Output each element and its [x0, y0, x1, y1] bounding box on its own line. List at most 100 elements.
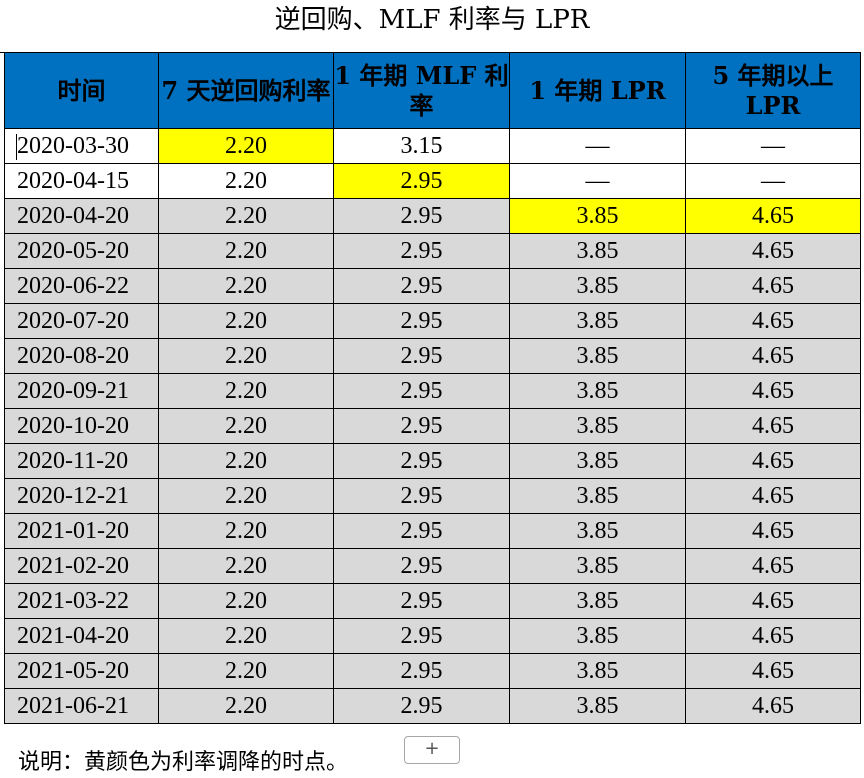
cell-date[interactable]: 2021-04-20: [4, 618, 159, 654]
cell-date[interactable]: 2020-07-20: [4, 303, 159, 339]
cell-mlf[interactable]: 2.95: [333, 688, 510, 724]
cell-mlf[interactable]: 2.95: [333, 513, 510, 549]
cell-reverse-repo[interactable]: 2.20: [158, 163, 334, 199]
cell-lpr-5y[interactable]: 4.65: [685, 408, 861, 444]
cell-lpr-1y[interactable]: 3.85: [509, 268, 686, 304]
cell-reverse-repo[interactable]: 2.20: [158, 233, 334, 269]
table-row: 2020-04-15 2.20 2.95— —: [4, 163, 861, 199]
cell-reverse-repo[interactable]: 2.20: [158, 688, 334, 724]
header-mlf: 1 年期 MLF 利率: [333, 52, 510, 129]
cell-lpr-1y[interactable]: 3.85: [509, 373, 686, 409]
table-note: 说明：黄颜色为利率调降的时点。: [18, 750, 349, 775]
cell-reverse-repo[interactable]: 2.20: [158, 583, 334, 619]
table-row: 2020-10-20 2.20 2.95 3.85 4.65: [4, 408, 861, 444]
add-row-button[interactable]: +: [404, 736, 460, 764]
cell-mlf[interactable]: 2.95: [333, 303, 510, 339]
cell-mlf[interactable]: 2.95: [333, 653, 510, 689]
cell-mlf[interactable]: 2.95: [333, 408, 510, 444]
cell-date[interactable]: 2020-06-22: [4, 268, 159, 304]
cell-lpr-5y[interactable]: 4.65: [685, 338, 861, 374]
cell-mlf[interactable]: 2.95: [333, 233, 510, 269]
cell-date[interactable]: 2020-04-20: [4, 198, 159, 234]
cell-reverse-repo[interactable]: 2.20: [158, 618, 334, 654]
cell-lpr-1y[interactable]: 3.85: [509, 653, 686, 689]
cell-mlf[interactable]: 2.95: [333, 583, 510, 619]
cell-reverse-repo[interactable]: 2.20: [158, 373, 334, 409]
table-row: 2020-09-21 2.20 2.95 3.85 4.65: [4, 373, 861, 409]
table-row: 2020-12-21 2.20 2.95 3.85 4.65: [4, 478, 861, 514]
cell-lpr-5y[interactable]: 4.65: [685, 303, 861, 339]
cell-mlf[interactable]: 2.95: [333, 373, 510, 409]
table-row: 2020-04-20 2.20 2.95 3.85 4.65: [4, 198, 861, 234]
cell-lpr-5y[interactable]: 4.65: [685, 653, 861, 689]
cell-lpr-5y[interactable]: 4.65: [685, 618, 861, 654]
cell-lpr-5y[interactable]: —: [685, 163, 861, 199]
cell-lpr-1y[interactable]: 3.85: [509, 513, 686, 549]
cell-reverse-repo[interactable]: 2.20: [158, 548, 334, 584]
cell-reverse-repo[interactable]: 2.20: [158, 303, 334, 339]
cell-date[interactable]: 2021-06-21: [4, 688, 159, 724]
header-row: 时间 7 天逆回购利率 1 年期 MLF 利率 1 年期 LPR 5 年期以上 …: [4, 52, 861, 129]
cell-date[interactable]: 2021-01-20: [4, 513, 159, 549]
header-date: 时间: [4, 52, 159, 129]
cell-lpr-5y[interactable]: 4.65: [685, 268, 861, 304]
cell-lpr-1y[interactable]: 3.85: [509, 583, 686, 619]
cell-lpr-1y[interactable]: —: [509, 128, 686, 164]
cell-mlf[interactable]: 2.95: [333, 198, 510, 234]
cell-mlf[interactable]: 2.95: [333, 268, 510, 304]
cell-lpr-5y[interactable]: 4.65: [685, 443, 861, 479]
cell-date[interactable]: 2020-09-21: [4, 373, 159, 409]
cell-mlf[interactable]: 2.95: [333, 443, 510, 479]
cell-mlf[interactable]: 2.95: [333, 548, 510, 584]
cell-reverse-repo[interactable]: 2.20: [158, 408, 334, 444]
cell-date[interactable]: 2020-08-20: [4, 338, 159, 374]
cell-date[interactable]: 2020-05-20: [4, 233, 159, 269]
table-row: 2021-03-22 2.20 2.95 3.85 4.65: [4, 583, 861, 619]
cell-reverse-repo[interactable]: 2.20: [158, 513, 334, 549]
cell-reverse-repo[interactable]: 2.20: [158, 653, 334, 689]
cell-lpr-5y[interactable]: 4.65: [685, 583, 861, 619]
cell-date[interactable]: 2021-05-20: [4, 653, 159, 689]
cell-lpr-5y[interactable]: 4.65: [685, 688, 861, 724]
cell-reverse-repo[interactable]: 2.20: [158, 338, 334, 374]
cell-lpr-5y[interactable]: 4.65: [685, 373, 861, 409]
cell-lpr-1y[interactable]: 3.85: [509, 233, 686, 269]
cell-mlf[interactable]: 2.95: [333, 618, 510, 654]
cell-mlf[interactable]: 2.95: [333, 478, 510, 514]
cell-reverse-repo[interactable]: 2.20: [158, 128, 334, 164]
cell-lpr-5y[interactable]: 4.65: [685, 513, 861, 549]
cell-lpr-5y[interactable]: 4.65: [685, 198, 861, 234]
table-row: 2020-05-20 2.20 2.95 3.85 4.65: [4, 233, 861, 269]
cell-lpr-1y[interactable]: 3.85: [509, 688, 686, 724]
cell-lpr-1y[interactable]: 3.85: [509, 548, 686, 584]
cell-lpr-1y[interactable]: 3.85: [509, 618, 686, 654]
cell-lpr-1y[interactable]: 3.85: [509, 478, 686, 514]
cell-date[interactable]: 2020-11-20: [4, 443, 159, 479]
cell-lpr-5y[interactable]: —: [685, 128, 861, 164]
cell-date[interactable]: 2020-04-15: [4, 163, 159, 199]
cell-date[interactable]: 2021-02-20: [4, 548, 159, 584]
cell-date[interactable]: 2020-12-21: [4, 478, 159, 514]
cell-lpr-5y[interactable]: 4.65: [685, 233, 861, 269]
cell-date[interactable]: 2020-03-30: [4, 128, 159, 164]
table-row: 2021-06-21 2.20 2.95 3.85 4.65: [4, 688, 861, 724]
cell-mlf[interactable]: 2.95: [333, 163, 510, 199]
cell-lpr-1y[interactable]: 3.85: [509, 303, 686, 339]
cell-reverse-repo[interactable]: 2.20: [158, 198, 334, 234]
cell-mlf[interactable]: 2.95: [333, 338, 510, 374]
cell-lpr-5y[interactable]: 4.65: [685, 478, 861, 514]
cell-lpr-1y[interactable]: 3.85: [509, 443, 686, 479]
cell-lpr-1y[interactable]: 3.85: [509, 338, 686, 374]
cell-reverse-repo[interactable]: 2.20: [158, 443, 334, 479]
cell-date[interactable]: 2020-10-20: [4, 408, 159, 444]
cell-reverse-repo[interactable]: 2.20: [158, 478, 334, 514]
cell-mlf[interactable]: 3.15: [333, 128, 510, 164]
cell-lpr-1y[interactable]: —: [509, 163, 686, 199]
header-lpr-5y: 5 年期以上 LPR: [685, 52, 861, 129]
cell-date[interactable]: 2021-03-22: [4, 583, 159, 619]
table-row: 2021-05-20 2.20 2.95 3.85 4.65: [4, 653, 861, 689]
cell-lpr-5y[interactable]: 4.65: [685, 548, 861, 584]
cell-lpr-1y[interactable]: 3.85: [509, 408, 686, 444]
cell-reverse-repo[interactable]: 2.20: [158, 268, 334, 304]
cell-lpr-1y[interactable]: 3.85: [509, 198, 686, 234]
